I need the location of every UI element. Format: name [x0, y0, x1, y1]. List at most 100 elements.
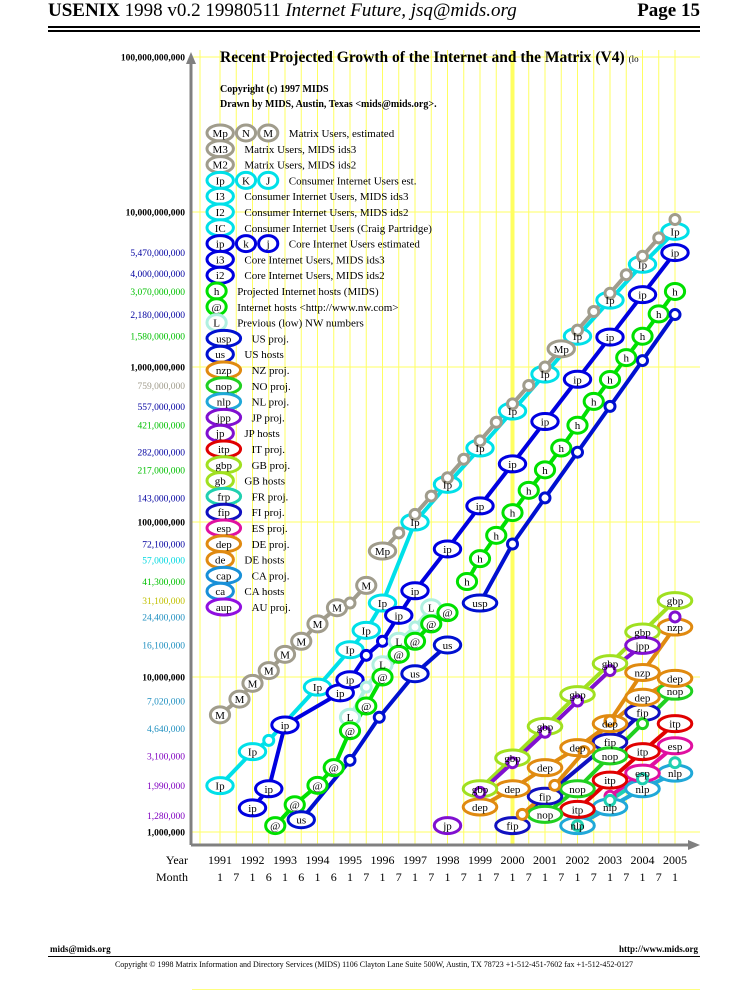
- data-point-usp: [506, 537, 519, 551]
- footer-yellow-rule: [192, 989, 700, 990]
- data-point-ip-label: ip: [638, 290, 647, 302]
- legend-label: Matrix Users, MIDS ids2: [244, 160, 356, 172]
- data-point-usp: [571, 445, 584, 459]
- data-point-Mp: [489, 415, 503, 429]
- data-point-fip: [526, 786, 564, 806]
- legend-label: CA hosts: [244, 586, 284, 598]
- legend-marker-label: fip: [218, 507, 231, 519]
- data-point-ip-label: ip: [248, 803, 257, 815]
- legend-marker-label: N: [242, 128, 250, 140]
- x-tick-month: 1: [445, 870, 451, 884]
- legend-item: itp IT proj.: [205, 439, 285, 459]
- data-point-ip: [627, 285, 658, 305]
- footer-rule: [48, 956, 700, 957]
- data-point-gbp-label: gbp: [537, 721, 554, 733]
- data-point-@-label: @: [377, 672, 387, 684]
- data-point-frp: [636, 772, 649, 786]
- data-point-M: [228, 689, 251, 709]
- legend-item: nlp NL proj.: [205, 392, 289, 412]
- data-point-dep: [526, 758, 564, 778]
- data-point-@: [420, 614, 443, 634]
- data-point-ip: [530, 412, 560, 432]
- legend-marker-label: nzp: [216, 365, 232, 377]
- data-point-Mp: [603, 286, 617, 300]
- data-point-@-label: @: [442, 608, 452, 620]
- data-point-dep-label: dep: [472, 802, 488, 814]
- legend-item: usp US proj.: [205, 328, 289, 348]
- data-point-Ip-label: Ip: [410, 517, 420, 529]
- x-tick-year: 2003: [598, 853, 622, 867]
- y-tick-label: 557,000,000: [138, 403, 186, 413]
- x-tick-year: 1992: [241, 853, 265, 867]
- data-point-Ip-label: Ip: [362, 625, 372, 637]
- data-point-usp-label: usp: [472, 598, 488, 610]
- legend-label: Internet hosts <http://www.nw.com>: [237, 302, 398, 314]
- series-line-Ip: [218, 229, 677, 788]
- data-point-jpp-label: jpp: [634, 640, 650, 652]
- data-point-L: [359, 680, 373, 694]
- legend-marker-label: L: [213, 318, 220, 330]
- legend-marker: [234, 170, 258, 190]
- data-point-fip-label: fip: [539, 791, 552, 803]
- data-point-M: [208, 705, 232, 725]
- data-point-M-label: M: [215, 710, 225, 722]
- legend-label: ES proj.: [252, 523, 288, 535]
- y-tick-label: 10,000,000,000: [126, 209, 186, 219]
- y-tick-label: 282,000,000: [138, 449, 186, 459]
- data-point-@-label: @: [270, 821, 280, 833]
- data-point-usp: [538, 491, 552, 505]
- data-point-ip-label: ip: [411, 586, 420, 598]
- y-tick-label: 759,000,000: [138, 382, 186, 392]
- data-point-ip: [595, 327, 625, 347]
- data-point-gbp-label: gbp: [504, 753, 521, 765]
- data-point-itp-label: itp: [604, 775, 616, 787]
- legend-item: cap CA proj.: [205, 565, 290, 585]
- legend-marker-label: K: [242, 175, 250, 187]
- data-point-h: [566, 415, 589, 435]
- data-point-h-label: h: [575, 420, 581, 432]
- legend-item: i2 Core Internet Users, MIDS ids2: [205, 265, 385, 285]
- data-point-h: [582, 391, 605, 411]
- data-point-Mp: [408, 507, 422, 521]
- footer-url: http://www.mids.org: [618, 944, 698, 954]
- legend-label: FR proj.: [252, 491, 289, 503]
- data-point-ip: [660, 243, 690, 263]
- data-point-h-label: h: [656, 309, 662, 321]
- data-point-M-label: M: [235, 694, 245, 706]
- legend-label: Projected Internet hosts (MIDS): [237, 286, 379, 298]
- data-point-Mp: [652, 231, 666, 245]
- legend-marker-label: I3: [216, 191, 226, 203]
- data-point-itp: [591, 770, 629, 790]
- data-point-h-label: h: [624, 353, 630, 365]
- data-point-ip-label: ip: [606, 332, 615, 344]
- data-point-M: [290, 631, 313, 651]
- x-tick-month: 7: [558, 870, 564, 884]
- data-point-dep-label: dep: [667, 673, 683, 685]
- data-point-h-label: h: [640, 331, 646, 343]
- data-point-gbp-label: gbp: [667, 596, 684, 608]
- x-axis-month-label: Month: [156, 870, 188, 884]
- data-point-nlp-label: nlp: [668, 768, 683, 780]
- legend-item: dep DE proj.: [205, 534, 290, 554]
- data-point-@-label: @: [290, 800, 300, 812]
- y-tick-label: 41,300,000: [142, 578, 185, 588]
- data-point-us: [286, 810, 316, 830]
- data-point-ip-label: ip: [394, 610, 403, 622]
- x-tick-month: 1: [250, 870, 256, 884]
- x-tick-month: 1: [542, 870, 548, 884]
- data-point-jpp: [538, 725, 552, 739]
- data-point-Mp: [473, 434, 487, 448]
- data-point-Ip-label: Ip: [605, 295, 615, 307]
- y-tick-label: 2,180,000,000: [130, 311, 185, 321]
- data-point-nzp: [515, 807, 529, 821]
- legend-label: Consumer Internet Users, MIDS ids2: [244, 207, 408, 219]
- data-point-@: [338, 721, 362, 741]
- data-point-dep: [656, 668, 694, 688]
- x-tick-year: 1993: [273, 853, 297, 867]
- data-point-ip-label: ip: [476, 501, 485, 513]
- data-point-ip: [384, 605, 414, 625]
- data-point-@: [371, 667, 394, 687]
- legend-item: h Projected Internet hosts (MIDS): [205, 281, 379, 301]
- x-tick-month: 1: [380, 870, 386, 884]
- data-point-Ip: [351, 620, 381, 640]
